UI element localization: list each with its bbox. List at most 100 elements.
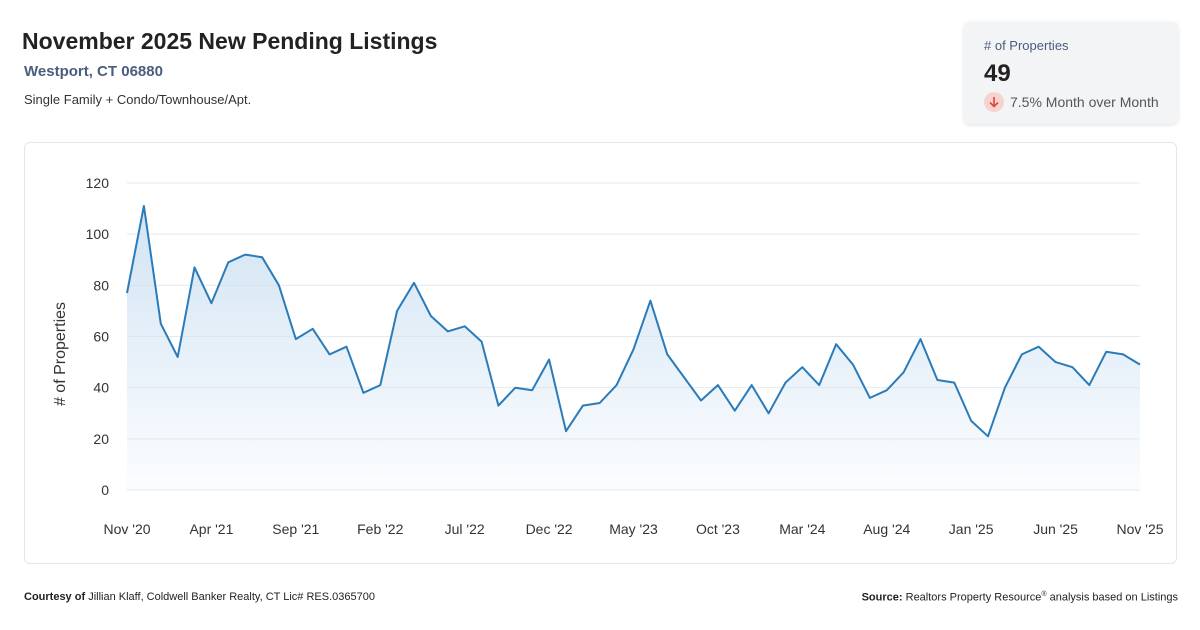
data-point (952, 380, 957, 385)
data-point (125, 291, 130, 296)
x-tick-label: Nov '20 (103, 521, 150, 537)
stat-change: 7.5% Month over Month (984, 92, 1159, 112)
data-point (192, 265, 197, 270)
data-point (1053, 360, 1058, 365)
data-point (175, 354, 180, 359)
data-point (158, 321, 163, 326)
y-tick-label: 0 (101, 482, 109, 498)
data-point (749, 383, 754, 388)
data-point (834, 342, 839, 347)
data-point (631, 347, 636, 352)
x-tick-label: Aug '24 (863, 521, 910, 537)
y-tick-label: 120 (86, 175, 110, 191)
data-point (378, 383, 383, 388)
data-point (344, 344, 349, 349)
data-point (682, 375, 687, 380)
x-tick-label: Sep '21 (272, 521, 319, 537)
data-point (817, 383, 822, 388)
page-title: November 2025 New Pending Listings (22, 28, 438, 54)
x-tick-label: Mar '24 (779, 521, 825, 537)
down-arrow-icon (984, 92, 1004, 112)
data-point (496, 403, 501, 408)
data-point (1138, 362, 1143, 367)
x-tick-label: Apr '21 (189, 521, 233, 537)
data-point (800, 365, 805, 370)
data-point (1002, 385, 1007, 390)
data-point (445, 329, 450, 334)
data-point (361, 390, 366, 395)
courtesy-text: Jillian Klaff, Coldwell Banker Realty, C… (88, 591, 375, 603)
location-subtitle: Westport, CT 06880 (24, 63, 163, 80)
data-point (614, 383, 619, 388)
y-tick-label: 40 (93, 380, 109, 396)
data-point (479, 339, 484, 344)
data-point (260, 255, 265, 260)
data-point (732, 408, 737, 413)
data-point (1070, 365, 1075, 370)
data-point (665, 352, 670, 357)
data-point (226, 260, 231, 265)
data-point (935, 377, 940, 382)
data-point (1087, 383, 1092, 388)
x-tick-label: Oct '23 (696, 521, 740, 537)
area-fill (127, 206, 1140, 490)
data-point (395, 308, 400, 313)
x-tick-label: Jul '22 (445, 521, 485, 537)
source-text-2: analysis based on Listings (1046, 591, 1178, 604)
x-tick-label: Jun '25 (1033, 521, 1078, 537)
data-point (243, 252, 248, 257)
registered-mark: ® (1041, 591, 1047, 598)
y-tick-label: 20 (93, 431, 109, 447)
data-point (428, 314, 433, 319)
data-point (327, 352, 332, 357)
source-footer: Source: Realtors Property Resource® anal… (862, 591, 1178, 604)
data-point (1121, 352, 1126, 357)
data-point (412, 280, 417, 285)
data-point (867, 395, 872, 400)
data-point (1104, 349, 1109, 354)
data-point (141, 204, 146, 209)
data-point (580, 403, 585, 408)
y-tick-label: 60 (93, 329, 109, 345)
data-point (969, 418, 974, 423)
data-point (901, 370, 906, 375)
data-point (1036, 344, 1041, 349)
data-point (766, 411, 771, 416)
source-label: Source: (861, 591, 903, 604)
data-point (918, 337, 923, 342)
data-point (530, 388, 535, 393)
data-point (513, 385, 518, 390)
stat-value: 49 (984, 60, 1011, 87)
data-point (276, 283, 281, 288)
y-tick-label: 100 (86, 226, 110, 242)
courtesy-label: Courtesy of (24, 591, 86, 603)
data-point (597, 401, 602, 406)
data-point (648, 298, 653, 303)
data-point (699, 398, 704, 403)
data-point (293, 337, 298, 342)
x-tick-label: Feb '22 (357, 521, 403, 537)
line-chart: 0 20 40 60 80 100 120 Nov '20 Apr '21 Sep '21 Feb … (52, 175, 1164, 537)
chart-card: 0 20 40 60 80 100 120 Nov '20 Apr '21 Sep '21 Feb … (24, 142, 1177, 564)
data-point (884, 388, 889, 393)
y-tick-label: 80 (93, 277, 109, 293)
y-axis-label: # of Properties (52, 302, 69, 406)
data-point (563, 429, 568, 434)
x-tick-label: Jan '25 (949, 521, 994, 537)
source-text-1: Realtors Property Resource (905, 591, 1042, 604)
series-line (126, 205, 1141, 438)
x-tick-label: Dec '22 (526, 521, 573, 537)
data-point (850, 362, 855, 367)
data-point (310, 326, 315, 331)
x-tick-label: May '23 (609, 521, 658, 537)
data-point (1019, 352, 1024, 357)
x-tick-label: Nov '25 (1116, 521, 1163, 537)
data-point (209, 301, 214, 306)
data-point (715, 383, 720, 388)
stat-label: # of Properties (984, 38, 1069, 53)
data-point (547, 357, 552, 362)
data-point (783, 380, 788, 385)
property-types: Single Family + Condo/Townhouse/Apt. (24, 92, 252, 107)
data-point (986, 434, 991, 439)
courtesy-footer: Courtesy of Jillian Klaff, Coldwell Bank… (24, 591, 375, 603)
